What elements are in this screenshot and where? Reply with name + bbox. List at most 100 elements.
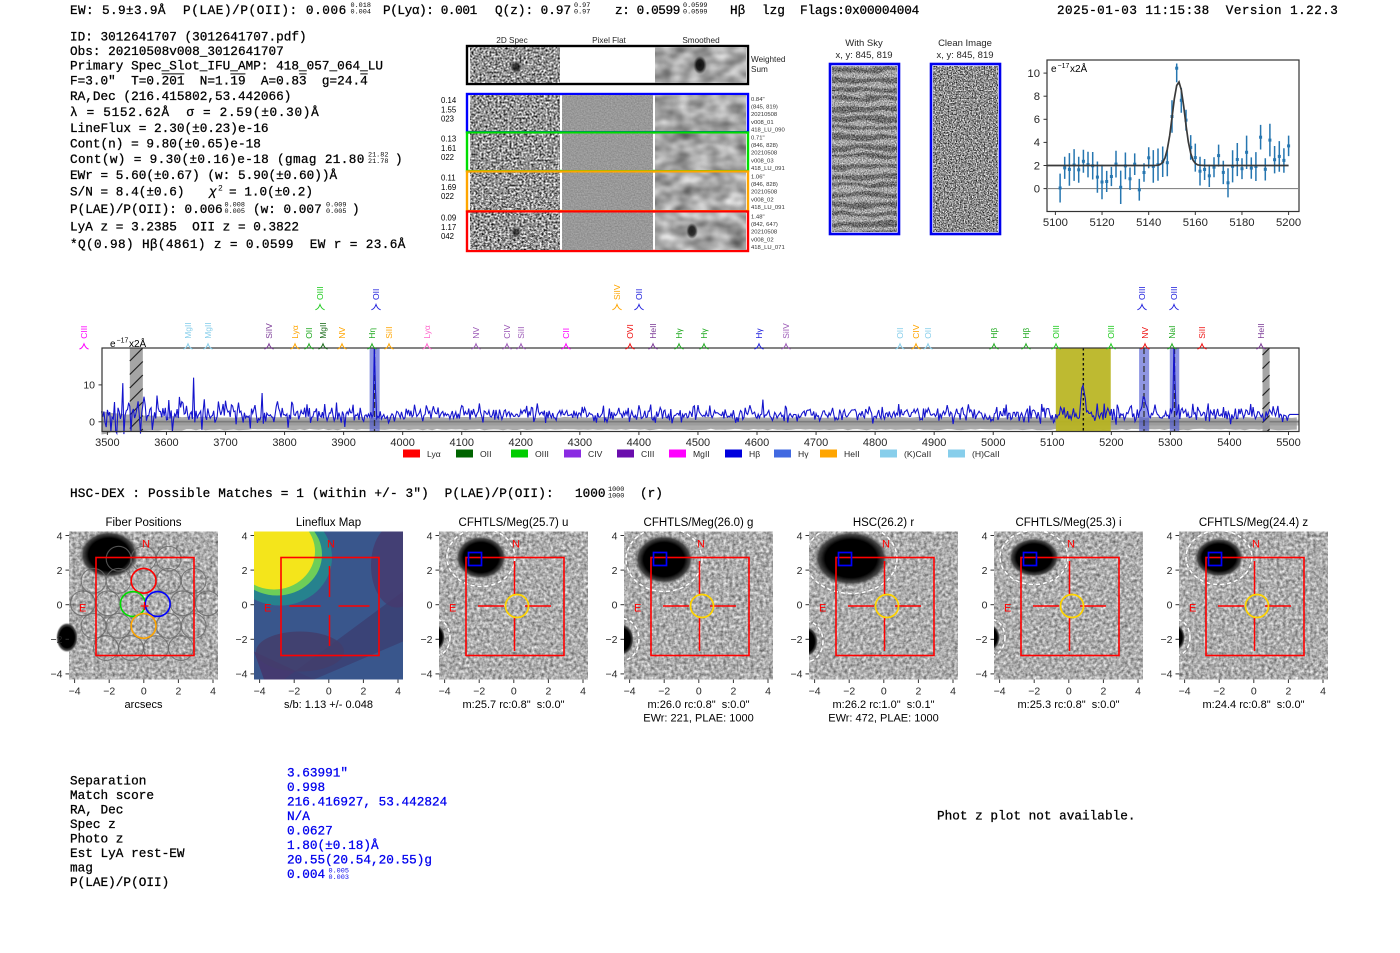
svg-text:−4: −4	[809, 686, 821, 698]
svg-text:Hγ: Hγ	[699, 328, 709, 339]
svg-text:OII: OII	[923, 327, 933, 338]
svg-text:x2Å: x2Å	[1070, 62, 1088, 75]
svg-text:−4: −4	[439, 686, 451, 698]
svg-text:5100: 5100	[1043, 217, 1068, 229]
svg-text:−2: −2	[288, 686, 300, 698]
svg-text:216.416927, 53.442824: 216.416927, 53.442824	[287, 794, 447, 809]
svg-text:0: 0	[612, 600, 618, 612]
svg-text:−4: −4	[994, 686, 1006, 698]
svg-text:CIII: CIII	[641, 449, 654, 459]
svg-text:NV: NV	[471, 327, 481, 339]
svg-text:1000: 1000	[575, 486, 605, 501]
svg-text:2: 2	[218, 184, 223, 193]
svg-text:−2: −2	[843, 686, 855, 698]
svg-text:N: N	[512, 539, 520, 551]
svg-text:E: E	[449, 603, 456, 615]
svg-text:CIII: CIII	[79, 326, 89, 339]
svg-text:OII: OII	[480, 449, 491, 459]
svg-text:0.005: 0.005	[326, 208, 346, 216]
svg-text:(846, 828): (846, 828)	[751, 143, 778, 149]
svg-text:1.06": 1.06"	[751, 175, 765, 181]
svg-text:OII: OII	[304, 327, 314, 338]
svg-text:s/b: 1.13 +/- 0.048: s/b: 1.13 +/- 0.048	[284, 699, 373, 711]
svg-text:MgII: MgII	[318, 322, 328, 339]
svg-text:8: 8	[1034, 91, 1040, 103]
svg-text:MgII: MgII	[183, 322, 193, 339]
svg-text:418_LU_090: 418_LU_090	[751, 127, 785, 133]
svg-text:5500: 5500	[1276, 437, 1300, 449]
svg-text:−4: −4	[254, 686, 266, 698]
svg-text:Match score: Match score	[70, 788, 154, 803]
svg-text:0: 0	[1066, 686, 1072, 698]
svg-text:5200: 5200	[1276, 217, 1301, 229]
svg-text:Hγ: Hγ	[798, 449, 809, 459]
svg-text:m:25.3 rc:0.8" s:0.0": m:25.3 rc:0.8" s:0.0"	[1018, 699, 1120, 711]
svg-text:CIV: CIV	[502, 324, 512, 339]
svg-text:HeII: HeII	[648, 323, 658, 339]
svg-text:−4: −4	[976, 669, 988, 681]
svg-text:−2: −2	[1213, 686, 1225, 698]
svg-text:lzg: lzg	[762, 3, 785, 18]
svg-text:Hβ: Hβ	[1021, 328, 1031, 339]
svg-text:0.0599: 0.0599	[683, 8, 707, 16]
svg-text:4: 4	[242, 530, 248, 542]
svg-text:4: 4	[765, 686, 771, 698]
svg-text:): )	[352, 202, 360, 217]
svg-text:022: 022	[441, 153, 454, 162]
svg-text:EWr: 221, PLAE: 1000: EWr: 221, PLAE: 1000	[643, 713, 753, 725]
svg-text:P(LAE)/P(OII): 0.006: P(LAE)/P(OII): 0.006	[70, 202, 223, 217]
svg-text:3.63991": 3.63991"	[287, 765, 348, 780]
svg-text:2: 2	[242, 565, 248, 577]
svg-text:1.48": 1.48"	[751, 215, 765, 221]
svg-text:4500: 4500	[686, 437, 710, 449]
svg-text:x, y: 845, 819: x, y: 845, 819	[936, 50, 993, 61]
svg-text:2: 2	[1285, 686, 1291, 698]
svg-text:−2: −2	[473, 686, 485, 698]
svg-text:5200: 5200	[1099, 437, 1123, 449]
svg-text:10: 10	[83, 380, 95, 392]
svg-text:CII: CII	[561, 328, 571, 339]
svg-text:MgII: MgII	[693, 449, 710, 459]
svg-text:m:25.7 rc:0.8" s:0.0": m:25.7 rc:0.8" s:0.0"	[463, 699, 565, 711]
svg-text:4800: 4800	[863, 437, 887, 449]
svg-text:OIII: OIII	[1106, 325, 1116, 339]
svg-text:E: E	[1004, 603, 1011, 615]
svg-text:2: 2	[1167, 565, 1173, 577]
svg-text:Fiber Positions: Fiber Positions	[105, 517, 181, 529]
svg-text:4900: 4900	[922, 437, 946, 449]
svg-text:m:26.0 rc:0.8" s:0.0": m:26.0 rc:0.8" s:0.0"	[648, 699, 750, 711]
svg-text:4600: 4600	[745, 437, 769, 449]
svg-text:5000: 5000	[981, 437, 1005, 449]
svg-text:HeII: HeII	[1256, 323, 1266, 339]
svg-text:0.13: 0.13	[441, 135, 456, 144]
svg-text:Photo z: Photo z	[70, 831, 123, 846]
svg-text:MgII: MgII	[203, 322, 213, 339]
svg-text:HSC-DEX : Possible Matches = 1: HSC-DEX : Possible Matches = 1 (within +…	[70, 486, 554, 501]
svg-text:4400: 4400	[627, 437, 651, 449]
svg-text:Lineflux Map: Lineflux Map	[296, 517, 361, 529]
svg-text:4: 4	[950, 686, 956, 698]
svg-text:λ = 5152.62Å σ = 2.59(±0.30)Å: λ = 5152.62Å σ = 2.59(±0.30)Å	[70, 105, 319, 120]
svg-text:RA, Dec: RA, Dec	[70, 802, 123, 817]
svg-text:N: N	[1252, 539, 1260, 551]
svg-text:SiII: SiII	[516, 327, 526, 339]
svg-text:(r): (r)	[640, 486, 663, 501]
svg-text:3700: 3700	[213, 437, 237, 449]
svg-text:E: E	[79, 603, 86, 615]
svg-text:−17: −17	[1058, 63, 1070, 70]
svg-text:21.82: 21.82	[368, 152, 388, 160]
svg-text:1.80(±0.18)Å: 1.80(±0.18)Å	[287, 838, 379, 853]
svg-text:SiII: SiII	[384, 327, 394, 339]
svg-text:CFHTLS/Meg(25.7) u: CFHTLS/Meg(25.7) u	[459, 517, 569, 529]
svg-text:418_LU_071: 418_LU_071	[751, 245, 785, 251]
svg-text:0: 0	[511, 686, 517, 698]
svg-text:Cont(w) = 9.30(±0.16)e-18 (gma: Cont(w) = 9.30(±0.16)e-18 (gmag 21.80	[70, 152, 365, 167]
svg-text:0.003: 0.003	[329, 874, 349, 882]
svg-text:EWr: 472, PLAE: 1000: EWr: 472, PLAE: 1000	[828, 713, 938, 725]
svg-text:−4: −4	[606, 669, 618, 681]
svg-text:−4: −4	[1179, 686, 1191, 698]
svg-text:10: 10	[1027, 68, 1040, 80]
svg-text:418_LU_091: 418_LU_091	[751, 166, 785, 172]
svg-text:20210508: 20210508	[751, 112, 778, 118]
svg-text:Sum: Sum	[751, 65, 768, 74]
